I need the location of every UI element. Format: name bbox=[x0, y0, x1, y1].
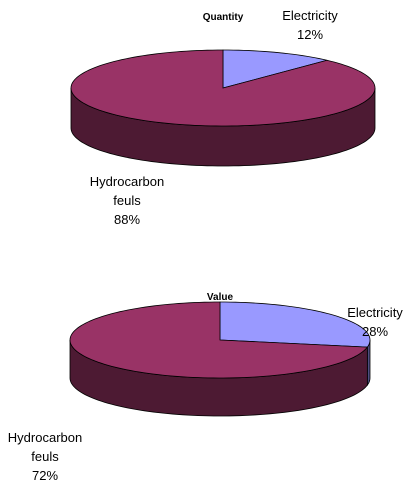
category-label: Electricity bbox=[347, 305, 403, 320]
data-label: Hydrocarbon feuls 72% bbox=[0, 428, 90, 485]
data-label: Electricity 12% bbox=[265, 6, 355, 44]
value-label: 12% bbox=[296, 27, 324, 42]
data-label: Electricity 28% bbox=[330, 303, 414, 341]
pie-slice bbox=[222, 49, 328, 89]
chart-title: Quantity bbox=[202, 12, 244, 23]
pie-slice bbox=[69, 301, 369, 379]
chart-title: Value bbox=[206, 292, 234, 303]
pie-slice bbox=[70, 49, 376, 127]
value-label: 88% bbox=[113, 212, 141, 227]
pie-slice bbox=[219, 301, 371, 348]
value-label: 72% bbox=[31, 468, 59, 483]
category-label: Hydrocarbon feuls bbox=[89, 174, 165, 208]
category-label: Hydrocarbon feuls bbox=[7, 430, 83, 464]
value-label: 28% bbox=[361, 324, 389, 339]
category-label: Electricity bbox=[282, 8, 338, 23]
data-label: Hydrocarbon feuls 88% bbox=[82, 172, 172, 229]
